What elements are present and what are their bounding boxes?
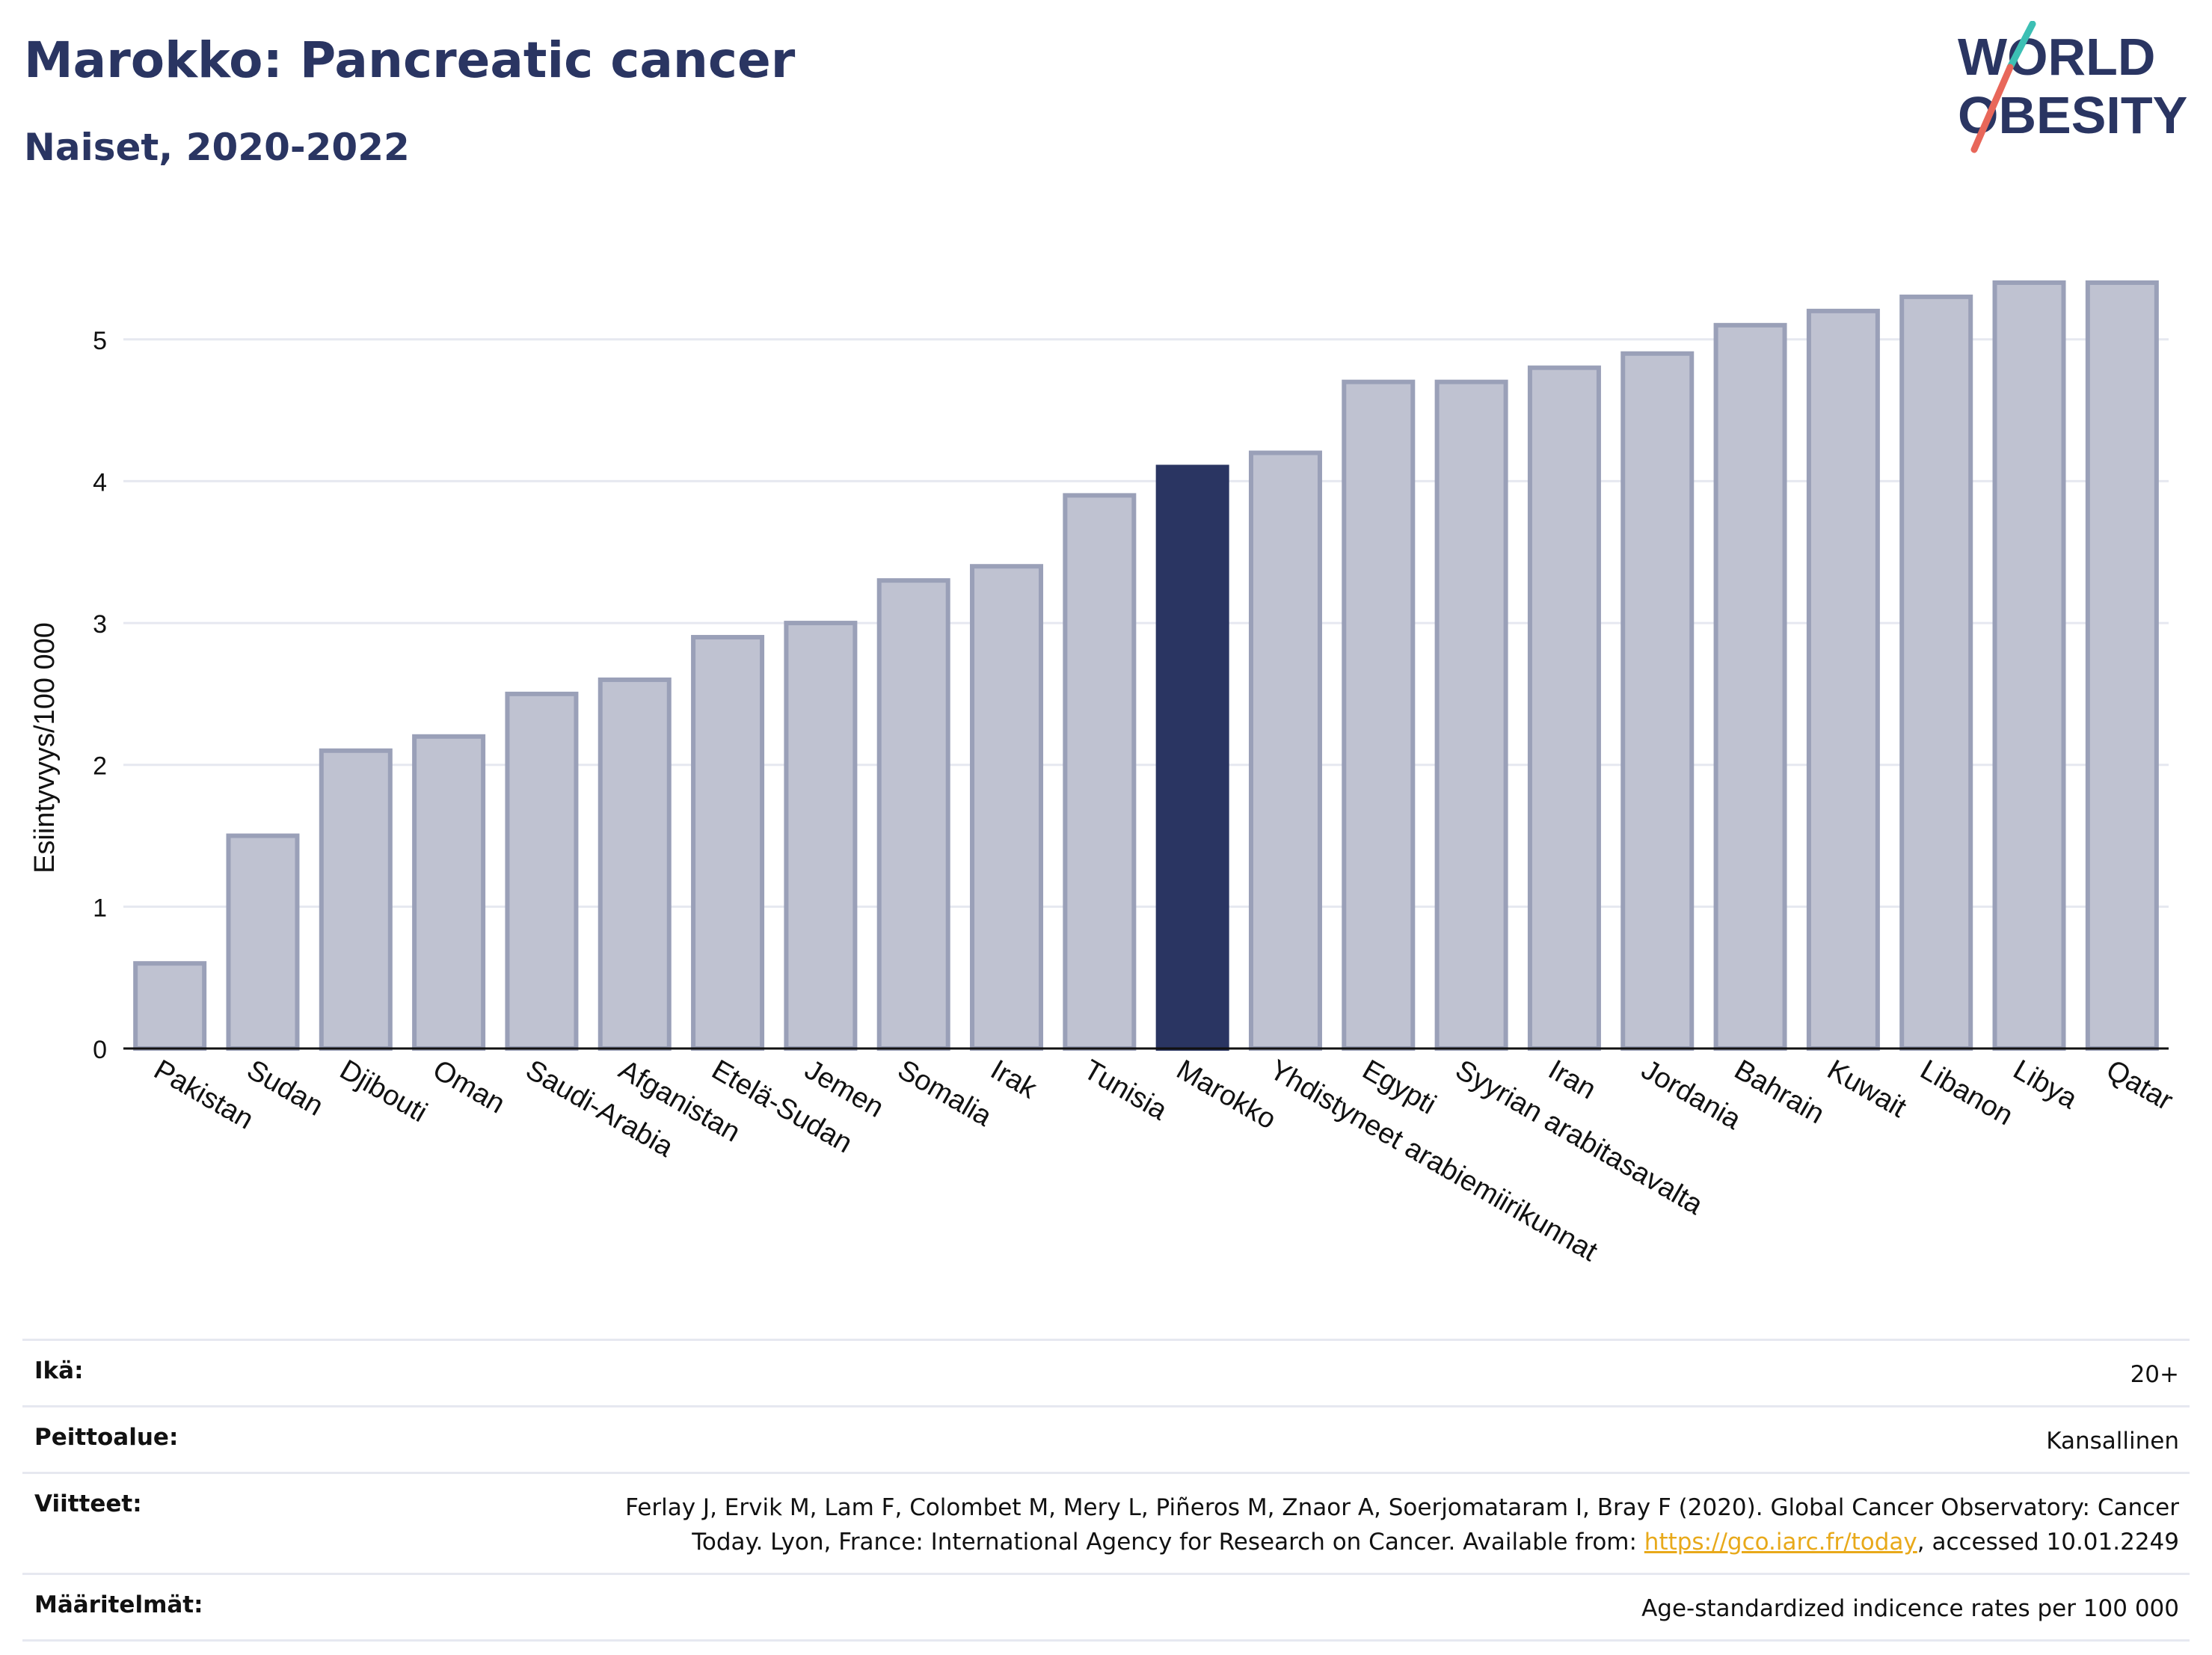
bar	[970, 564, 1044, 1051]
x-tick-label: Libya	[2008, 1054, 2083, 1115]
x-tick-label: Iran	[1543, 1054, 1601, 1105]
x-tick-label: Qatar	[2101, 1054, 2178, 1117]
bar	[1342, 379, 1416, 1051]
x-tick-label: Djibouti	[334, 1054, 432, 1129]
x-tick-label: Libanon	[1915, 1054, 2018, 1132]
x-tick-label: Irak	[986, 1054, 1043, 1105]
x-tick-label: Pakistan	[149, 1054, 259, 1135]
x-tick-label: Bahrain	[1729, 1054, 1829, 1130]
x-tick-label: Tunisia	[1078, 1054, 1173, 1126]
chart-subtitle: Naiset, 2020-2022	[24, 126, 410, 169]
bar	[1713, 322, 1787, 1051]
meta-defs-label: Määritelmät:	[34, 1591, 203, 1618]
meta-coverage-label: Peittoalue:	[34, 1424, 179, 1451]
logo-slash-teal	[2006, 21, 2036, 71]
bar	[319, 748, 393, 1051]
bar	[1063, 493, 1137, 1051]
x-tick-label: Jordania	[1636, 1054, 1747, 1136]
y-tick-label: 3	[93, 610, 107, 639]
x-tick-label: Kuwait	[1822, 1054, 1911, 1124]
bars-layer	[133, 280, 2159, 1051]
bar	[1899, 294, 1973, 1051]
bar	[133, 961, 207, 1051]
x-tick-label: Marokko	[1171, 1054, 1281, 1135]
meta-row-age: Ikä: 20+	[22, 1339, 2190, 1405]
x-tick-label: Somalia	[892, 1054, 998, 1132]
meta-refs-link[interactable]: https://gco.iarc.fr/today	[1644, 1529, 1917, 1556]
meta-row-references: Viitteet: Ferlay J, Ervik M, Lam F, Colo…	[22, 1472, 2190, 1573]
bar	[876, 578, 950, 1051]
y-tick-label: 0	[93, 1036, 107, 1064]
meta-refs-tail: , accessed 10.01.2249	[1917, 1529, 2179, 1556]
bar	[412, 734, 486, 1051]
meta-refs-label: Viitteet:	[34, 1490, 142, 1517]
bar-highlighted	[1155, 464, 1229, 1051]
metadata-table: Ikä: 20+ Peittoalue: Kansallinen Viittee…	[22, 1339, 2190, 1642]
x-tick-label: Oman	[428, 1054, 511, 1120]
bar	[1806, 308, 1880, 1051]
bar	[226, 833, 300, 1051]
meta-age-value: 20+	[2130, 1361, 2179, 1388]
y-tick-label: 5	[93, 327, 107, 355]
bar	[784, 621, 858, 1051]
y-tick-label: 4	[93, 468, 107, 497]
bar	[1248, 450, 1322, 1051]
meta-row-coverage: Peittoalue: Kansallinen	[22, 1405, 2190, 1472]
meta-refs-value: Ferlay J, Ervik M, Lam F, Colombet M, Me…	[571, 1490, 2179, 1559]
y-tick-label: 2	[93, 752, 107, 781]
y-tick-label: 1	[93, 894, 107, 922]
logo-slash-red	[1970, 64, 2014, 153]
bar	[2085, 280, 2159, 1051]
bar	[1620, 351, 1695, 1051]
meta-age-label: Ikä:	[34, 1357, 84, 1384]
chart-title: Marokko: Pancreatic cancer	[24, 31, 796, 89]
bar	[597, 677, 672, 1051]
meta-refs-text: Ferlay J, Ervik M, Lam F, Colombet M, Me…	[625, 1494, 2179, 1556]
meta-row-definitions: Määritelmät: Age-standardized indicence …	[22, 1573, 2190, 1642]
bar	[1527, 365, 1601, 1051]
bar	[1434, 379, 1508, 1051]
logo-text-world: WORLD	[1958, 28, 2155, 86]
bar	[505, 691, 579, 1051]
world-obesity-logo: WORLD OBESITY	[1958, 21, 2187, 153]
y-axis-label: Esiintyvyys/100 000	[29, 622, 61, 873]
bar	[691, 635, 765, 1051]
meta-defs-value: Age-standardized indicence rates per 100…	[1641, 1595, 2179, 1622]
bar	[1992, 280, 2066, 1051]
meta-coverage-value: Kansallinen	[2046, 1428, 2179, 1455]
